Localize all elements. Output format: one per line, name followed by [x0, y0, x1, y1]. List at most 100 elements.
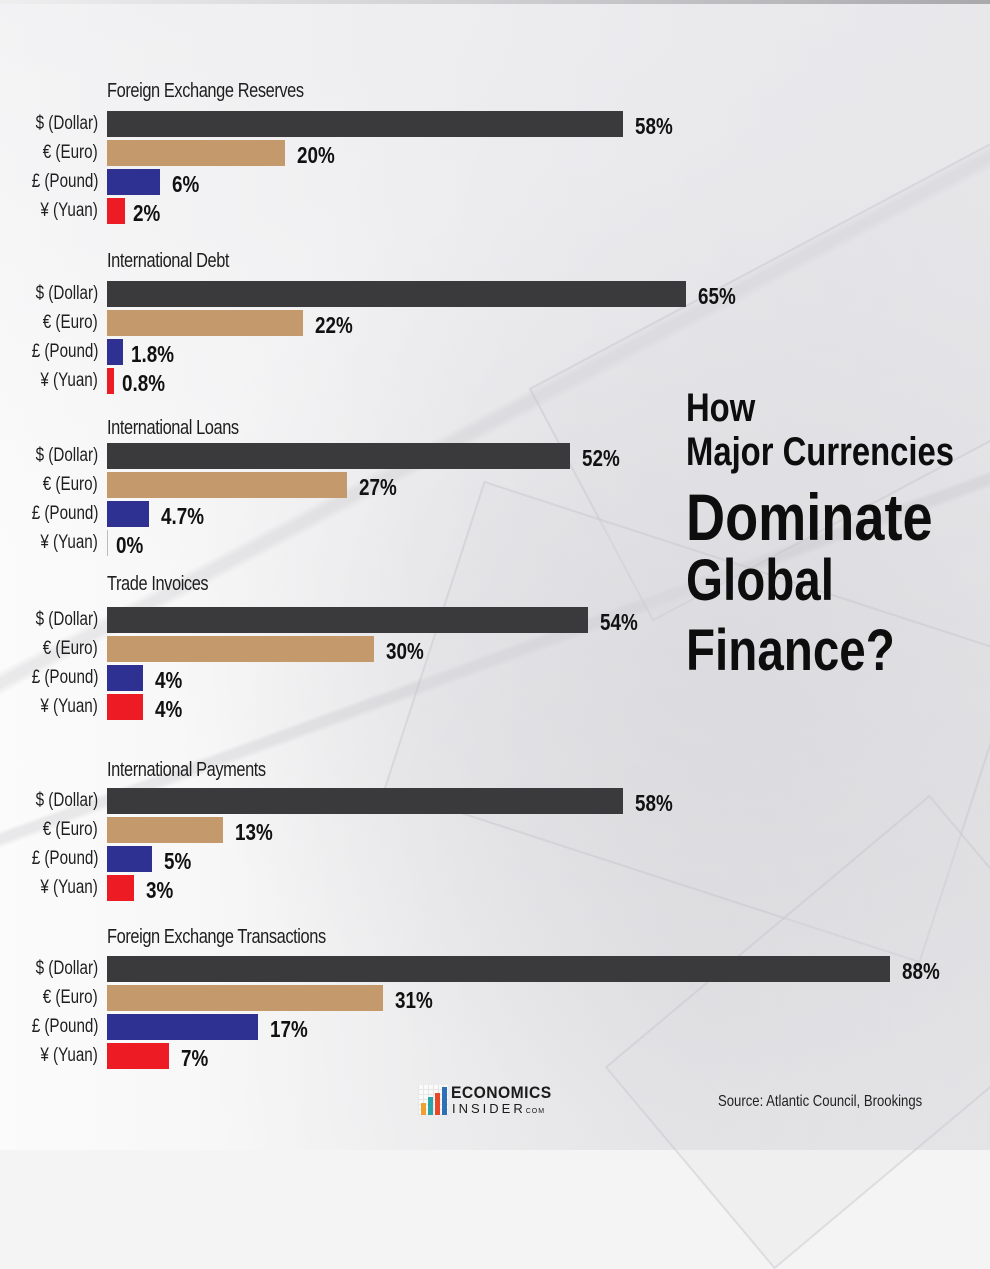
group-title: Trade Invoices [107, 573, 209, 595]
currency-label: £ (Pound) [31, 171, 98, 192]
value-label: 4.7% [160, 503, 204, 529]
currency-label: $ (Dollar) [35, 113, 99, 134]
bar-row-dollar: $ (Dollar) 58% [0, 788, 990, 816]
bar-euro [107, 310, 303, 336]
value-label: 54% [599, 609, 638, 635]
group-title: International Payments [107, 759, 266, 781]
bar-row-dollar: $ (Dollar) 65% [0, 281, 990, 309]
bar-pound [107, 339, 124, 365]
bar-yuan [107, 875, 134, 901]
bar-row-euro: € (Euro) 22% [0, 310, 990, 338]
value-label: 5% [163, 848, 191, 874]
value-label: 1.8% [131, 341, 175, 367]
logo-text-top: ECONOMICS [451, 1083, 552, 1102]
currency-label: ¥ (Yuan) [40, 696, 98, 717]
currency-label: € (Euro) [43, 312, 98, 333]
value-label: 20% [297, 142, 335, 168]
currency-label: € (Euro) [43, 638, 98, 659]
bar-euro [107, 817, 223, 843]
value-label: 7% [181, 1045, 209, 1071]
group-title: Foreign Exchange Reserves [107, 80, 304, 102]
bar-pound [107, 1014, 259, 1040]
logo-insider: INSIDER [452, 1101, 526, 1116]
bar-row-euro: € (Euro) 30% [0, 636, 990, 664]
bar-pound [107, 846, 152, 872]
bar-row-dollar: $ (Dollar) 88% [0, 956, 990, 984]
currency-label: ¥ (Yuan) [40, 532, 98, 553]
currency-label: $ (Dollar) [35, 609, 99, 630]
headline: How Major Currencies Dominate Global Fin… [686, 388, 954, 680]
bar-row-dollar: $ (Dollar) 54% [0, 607, 990, 635]
bar-row-yuan: ¥ (Yuan) 4% [0, 694, 990, 722]
value-label: 65% [697, 283, 736, 309]
value-label: 0.8% [122, 370, 166, 396]
currency-label: € (Euro) [43, 474, 98, 495]
value-label: 0% [116, 532, 144, 558]
bar-dollar [107, 443, 570, 469]
bar-dollar [107, 281, 686, 307]
bar-row-yuan: ¥ (Yuan) 0.8% [0, 368, 990, 396]
bar-pound [107, 665, 143, 691]
bar-row-pound: £ (Pound) 4.7% [0, 501, 990, 529]
value-label: 58% [635, 113, 673, 139]
bar-yuan [107, 1043, 170, 1069]
bar-row-yuan: ¥ (Yuan) 7% [0, 1043, 990, 1071]
bar-row-yuan: ¥ (Yuan) 3% [0, 875, 990, 903]
bar-euro [107, 636, 374, 662]
bar-dollar [107, 956, 891, 982]
bar-row-pound: £ (Pound) 5% [0, 846, 990, 874]
source-note: Source: Atlantic Council, Brookings [718, 1093, 923, 1110]
bar-row-pound: £ (Pound) 6% [0, 169, 990, 197]
value-label: 4% [154, 667, 182, 693]
bar-row-yuan: ¥ (Yuan) 2% [0, 198, 990, 226]
currency-label: ¥ (Yuan) [40, 370, 98, 391]
bar-dollar [107, 607, 588, 633]
bar-yuan [107, 694, 143, 720]
bar-row-pound: £ (Pound) 17% [0, 1014, 990, 1042]
currency-label: $ (Dollar) [35, 283, 99, 304]
bar-row-dollar: $ (Dollar) 52% [0, 443, 990, 471]
bar-chart-logo-icon [418, 1085, 448, 1115]
logo-text-bottom: INSIDERCOM [452, 1101, 545, 1116]
value-label: 17% [270, 1016, 309, 1042]
group-title: International Loans [107, 417, 239, 439]
value-label: 3% [145, 877, 173, 903]
headline-line-4: Global [686, 548, 834, 613]
currency-label: £ (Pound) [31, 848, 98, 869]
bar-row-euro: € (Euro) 20% [0, 140, 990, 168]
currency-label: € (Euro) [43, 142, 98, 163]
top-band [0, 0, 990, 4]
value-label: 30% [386, 638, 424, 664]
bar-row-pound: £ (Pound) 1.8% [0, 339, 990, 367]
currency-label: ¥ (Yuan) [40, 200, 98, 221]
value-label: 52% [581, 445, 620, 471]
value-label: 13% [234, 819, 273, 845]
bar-yuan [107, 198, 125, 224]
bar-row-euro: € (Euro) 27% [0, 472, 990, 500]
bar-pound [107, 501, 149, 527]
currency-label: $ (Dollar) [35, 445, 99, 466]
group-title: Foreign Exchange Transactions [107, 926, 326, 948]
value-label: 58% [635, 790, 673, 816]
value-label: 22% [314, 312, 353, 338]
currency-label: ¥ (Yuan) [40, 1045, 98, 1066]
value-label: 2% [132, 200, 161, 226]
currency-label: £ (Pound) [31, 503, 98, 524]
bar-euro [107, 140, 285, 166]
currency-label: £ (Pound) [31, 667, 98, 688]
group-title: International Debt [107, 250, 230, 272]
headline-line-2: Major Currencies [686, 430, 954, 474]
headline-line-1: How [686, 386, 756, 430]
value-label: 31% [394, 987, 433, 1013]
bar-row-pound: £ (Pound) 4% [0, 665, 990, 693]
currency-label: ¥ (Yuan) [40, 877, 98, 898]
bar-row-dollar: $ (Dollar) 58% [0, 111, 990, 139]
headline-line-3: Dominate [686, 480, 933, 554]
value-label: 27% [359, 474, 398, 500]
bar-euro [107, 472, 348, 498]
bar-dollar [107, 111, 624, 137]
currency-label: € (Euro) [43, 987, 98, 1008]
value-label: 4% [154, 696, 182, 722]
bar-row-euro: € (Euro) 13% [0, 817, 990, 845]
currency-label: $ (Dollar) [35, 958, 99, 979]
